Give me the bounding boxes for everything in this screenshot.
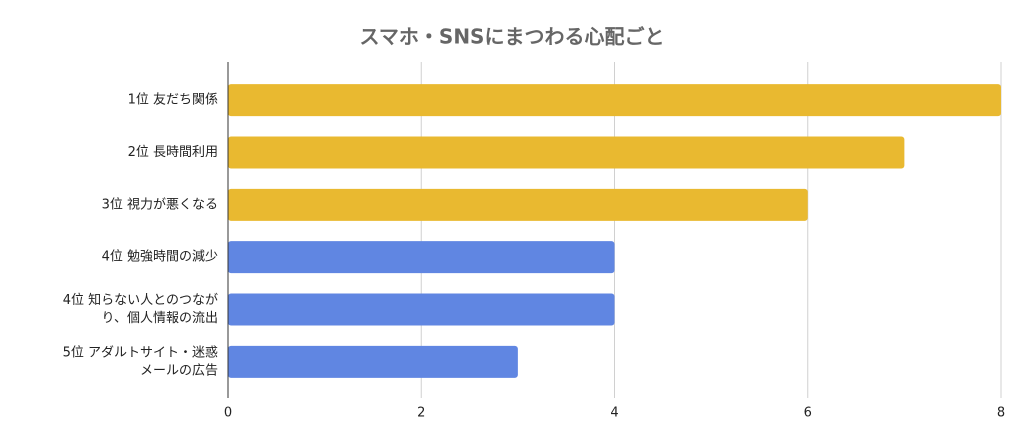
bar [228,188,808,221]
y-tick-label: 1位 友だち関係 [128,92,218,108]
x-tick-label: 8 [997,406,1005,421]
y-tick-label: 3位 視力が悪くなる [102,197,218,212]
bar [228,293,615,326]
y-tick-label: 5位 アダルトサイト・迷惑 [63,344,218,360]
bar [228,345,518,378]
y-tick-label: 2位 長時間利用 [128,145,218,160]
x-tick-label: 6 [804,406,812,421]
y-tick-label: り、個人情報の流出 [102,311,218,326]
x-tick-label: 4 [610,406,618,421]
y-tick-label: 4位 勉強時間の減少 [102,249,218,265]
y-tick-label: メールの広告 [140,363,218,378]
chart-title: スマホ・SNSにまつわる心配ごと [360,25,665,49]
bar [228,84,1001,117]
y-tick-label: 4位 知らない人とのつなが [63,292,218,308]
bar [228,241,615,274]
x-tick-label: 0 [224,406,232,421]
bar [228,136,905,169]
x-tick-label: 2 [417,406,425,421]
